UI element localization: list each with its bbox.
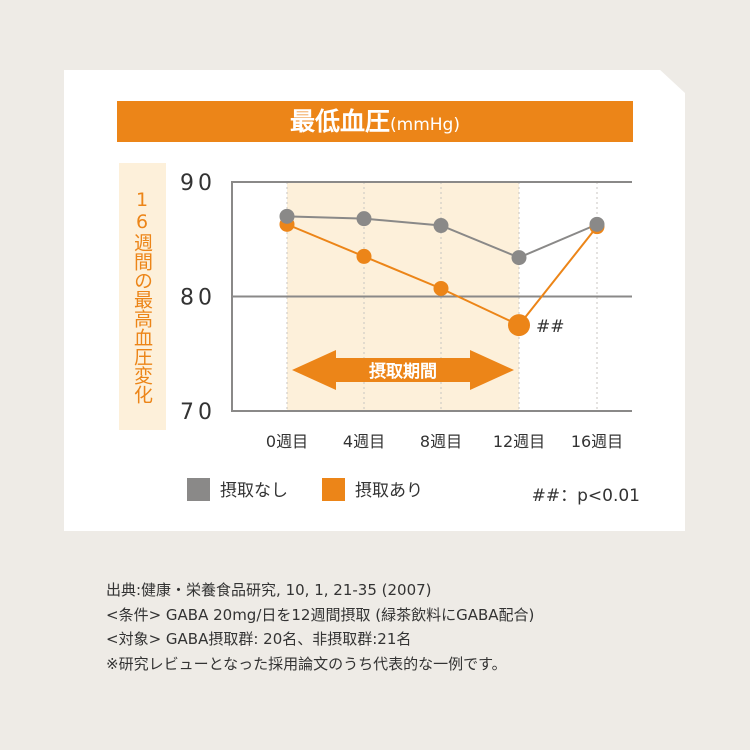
data-point — [508, 314, 530, 337]
x-tick-label: 4週目 — [343, 432, 385, 451]
significance-mark: ## — [536, 317, 565, 337]
legend-swatch — [187, 478, 210, 501]
legend-label: 摂取あり — [355, 481, 423, 501]
intake-period-arrow — [292, 350, 514, 390]
source-notes: 出典:健康・栄養食品研究, 10, 1, 21-35 (2007) <条件> G… — [106, 578, 534, 676]
title-text: 最低血圧 — [290, 107, 391, 136]
y-tick-label: 90 — [180, 171, 216, 196]
x-tick-label: 0週目 — [266, 432, 308, 451]
note-line: ※研究レビューとなった採用論文のうち代表的な一例です。 — [106, 654, 507, 673]
data-point — [433, 280, 449, 296]
x-tick-label: 8週目 — [420, 432, 462, 451]
data-point — [433, 218, 449, 234]
y-tick-label: 80 — [180, 286, 216, 311]
data-point — [356, 211, 372, 227]
significance-note: ##：p<0.01 — [532, 486, 640, 506]
note-line: <対象> GABA摂取群: 20名、非摂取群:21名 — [106, 630, 412, 648]
intake-period-label: 摂取期間 — [369, 361, 437, 382]
note-line: 出典:健康・栄養食品研究, 10, 1, 21-35 (2007) — [106, 581, 432, 599]
plot-frame — [231, 181, 632, 412]
legend-swatch — [322, 478, 345, 501]
chart-title: 最低血圧(mmHg) — [117, 101, 633, 142]
data-point — [511, 250, 527, 266]
legend-label: 摂取なし — [220, 481, 288, 501]
x-tick-label: 16週目 — [571, 432, 623, 451]
title-unit: (mmHg) — [390, 115, 460, 135]
data-point — [279, 208, 295, 224]
data-point — [356, 248, 372, 264]
note-line: <条件> GABA 20mg/日を12週間摂取 (緑茶飲料にGABA配合) — [106, 605, 535, 624]
data-point — [589, 216, 605, 232]
x-tick-label: 12週目 — [493, 432, 545, 451]
y-axis-label: 16週間の最高血圧変化 — [119, 163, 166, 430]
y-tick-label: 70 — [180, 400, 216, 425]
